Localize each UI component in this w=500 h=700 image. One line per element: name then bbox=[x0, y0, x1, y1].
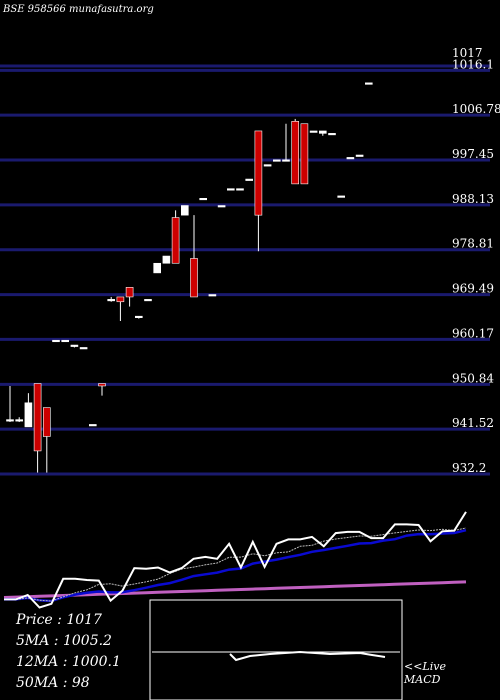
ma12-line bbox=[4, 528, 467, 603]
tick-label: 950.84 bbox=[452, 371, 494, 385]
candle-body bbox=[263, 164, 272, 167]
candle-body bbox=[52, 339, 60, 343]
candle-body bbox=[89, 424, 97, 427]
macd-box bbox=[149, 599, 403, 700]
candle-body bbox=[236, 188, 244, 191]
candle-body bbox=[107, 299, 115, 302]
candle-body bbox=[70, 344, 79, 347]
tick-label: 969.49 bbox=[452, 282, 494, 296]
macd-link-line2: MACD bbox=[404, 673, 441, 686]
indicator-legend: Price : 1017 5MA : 1005.2 12MA : 1000.1 … bbox=[16, 610, 121, 694]
candle-body bbox=[98, 383, 106, 387]
ma5-readout: 5MA : 1005.2 bbox=[16, 633, 112, 649]
candle-body bbox=[272, 159, 281, 162]
candle-body bbox=[171, 217, 180, 264]
candle-body bbox=[42, 407, 51, 437]
candle-body bbox=[355, 154, 364, 157]
candle-body bbox=[125, 287, 134, 298]
candle-body bbox=[162, 255, 171, 264]
candle-body bbox=[153, 262, 161, 274]
macd-link[interactable]: <<Live MACD bbox=[404, 660, 446, 686]
candle-body bbox=[291, 121, 300, 185]
candle-body bbox=[217, 205, 226, 208]
candle-body bbox=[309, 130, 318, 133]
candle-body bbox=[282, 159, 290, 162]
candle-body bbox=[364, 82, 373, 85]
tick-label: 1006.78 bbox=[452, 102, 500, 116]
candle-body bbox=[116, 296, 125, 303]
macd-link-line1: <<Live bbox=[404, 660, 446, 673]
tick-label: 978.81 bbox=[452, 237, 494, 251]
candle-body bbox=[337, 195, 346, 198]
candle-body bbox=[15, 419, 23, 422]
macd-line bbox=[229, 650, 386, 662]
candle-body bbox=[227, 188, 235, 191]
tick-label: 1017 bbox=[452, 46, 483, 60]
candle-body bbox=[346, 157, 355, 160]
site-label: munafasutra.org bbox=[69, 4, 154, 15]
candle-body bbox=[318, 130, 327, 134]
macd-panel bbox=[149, 599, 403, 700]
candle-body bbox=[144, 299, 152, 302]
candle-body bbox=[199, 198, 207, 201]
moving-average-panel bbox=[3, 511, 467, 609]
candle-body bbox=[254, 130, 263, 216]
symbol-label: BSE 958566 bbox=[3, 4, 66, 15]
candle-body bbox=[190, 258, 198, 298]
candle-body bbox=[61, 339, 70, 343]
price-gridlines bbox=[0, 64, 490, 476]
price-line bbox=[4, 511, 467, 609]
tick-label: 988.13 bbox=[452, 192, 494, 206]
tick-label: 1016.1 bbox=[452, 57, 494, 71]
candle-body bbox=[245, 178, 253, 181]
candle-body bbox=[181, 205, 189, 216]
candle-body bbox=[24, 402, 33, 428]
ma50-readout: 50MA : 98 bbox=[16, 675, 90, 691]
price-readout: Price : 1017 bbox=[16, 612, 102, 628]
candle-body bbox=[6, 419, 14, 422]
tick-label: 941.52 bbox=[452, 416, 494, 430]
candle-body bbox=[79, 347, 88, 350]
tick-label: 960.17 bbox=[452, 326, 494, 340]
ma12-readout: 12MA : 1000.1 bbox=[16, 654, 121, 670]
tick-label: 932.2 bbox=[452, 461, 486, 475]
candle-body bbox=[300, 123, 309, 185]
candle-body bbox=[208, 294, 217, 297]
tick-label: 997.45 bbox=[452, 147, 494, 161]
candle-body bbox=[33, 383, 42, 452]
candle-body bbox=[328, 133, 336, 136]
ma5-line bbox=[4, 527, 467, 602]
candles bbox=[6, 82, 373, 473]
candle-body bbox=[135, 315, 143, 318]
chart-header: BSE 958566 munafasutra.org bbox=[3, 4, 154, 15]
